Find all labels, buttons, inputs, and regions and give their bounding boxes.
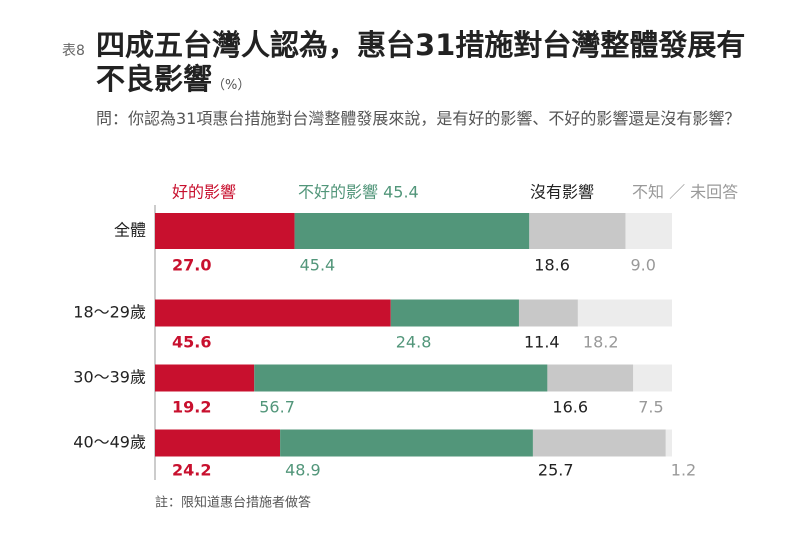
bar-segment — [390, 299, 519, 327]
bar-segment — [155, 364, 255, 392]
value-label: 11.4 — [524, 333, 560, 352]
value-label: 1.2 — [671, 461, 696, 480]
bar-segment — [529, 213, 626, 249]
bar-segment — [532, 429, 666, 457]
chart-title: 四成五台灣人認為，惠台31措施對台灣整體發展有不良影響（%） — [96, 28, 746, 103]
bar-segment — [518, 299, 578, 327]
bar-segment — [547, 364, 634, 392]
value-label: 16.6 — [552, 398, 588, 417]
bar-segment — [155, 429, 281, 457]
legend-entry: 不好的影響 45.4 — [298, 183, 419, 202]
bar-segment — [577, 299, 672, 327]
category-label: 全體 — [114, 221, 146, 240]
value-label: 9.0 — [630, 256, 655, 275]
category-label: 40～49歲 — [73, 433, 146, 452]
table-label: 表8 — [62, 43, 85, 59]
value-label: 45.6 — [172, 333, 211, 352]
bar-segment — [665, 429, 672, 457]
bar-segment — [254, 364, 548, 392]
value-label: 7.5 — [638, 398, 663, 417]
note: 註：限知道惠台措施者做答 — [155, 495, 311, 511]
subtitle: 問：你認為31項惠台措施對台灣整體發展來說，是有好的影響、不好的影響還是沒有影響… — [96, 109, 741, 128]
value-label: 48.9 — [285, 461, 321, 480]
value-label: 27.0 — [172, 256, 211, 275]
value-label: 18.6 — [534, 256, 570, 275]
category-label: 18～29歲 — [73, 303, 146, 322]
value-label: 24.2 — [172, 461, 211, 480]
value-label: 19.2 — [172, 398, 211, 417]
value-label: 24.8 — [396, 333, 432, 352]
legend-entry: 不知 ／ 未回答 — [632, 183, 738, 202]
legend-entry: 好的影響 — [172, 183, 236, 202]
value-label: 45.4 — [300, 256, 336, 275]
category-label: 30～39歲 — [73, 368, 146, 387]
bar-segment — [633, 364, 672, 392]
value-label: 56.7 — [259, 398, 295, 417]
value-label: 18.2 — [583, 333, 619, 352]
unit: （%） — [212, 78, 251, 93]
bar-segment — [155, 299, 391, 327]
legend-entry: 沒有影響 — [530, 183, 594, 202]
title-text: 四成五台灣人認為，惠台31措施對台灣整體發展有不良影響 — [96, 28, 746, 96]
bar-segment — [155, 213, 295, 249]
bar-segment — [280, 429, 533, 457]
bar-segment — [294, 213, 530, 249]
value-label: 25.7 — [538, 461, 574, 480]
bar-segment — [625, 213, 672, 249]
